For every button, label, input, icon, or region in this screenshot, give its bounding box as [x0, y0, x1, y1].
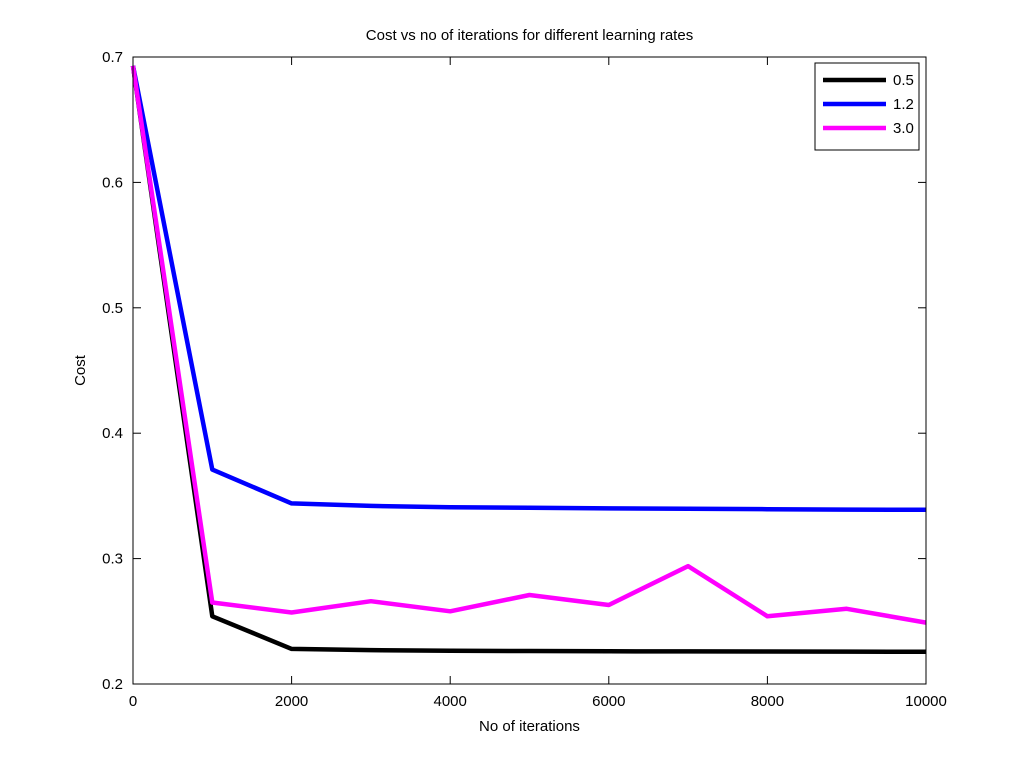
x-axis-label: No of iterations: [479, 718, 580, 735]
y-tick-label: 0.7: [102, 49, 123, 66]
y-tick-label: 0.2: [102, 676, 123, 693]
x-tick-label: 8000: [751, 693, 784, 710]
x-axis: 0 2000 4000 6000 8000 10000: [129, 57, 947, 710]
y-tick-label: 0.6: [102, 174, 123, 191]
x-tick-label: 0: [129, 693, 137, 710]
legend-label-0.5: 0.5: [893, 72, 914, 89]
y-axis: 0.2 0.3 0.4 0.5 0.6 0.7: [102, 49, 926, 693]
legend-label-3.0: 3.0: [893, 120, 914, 137]
x-tick-label: 4000: [434, 693, 467, 710]
x-tick-label: 2000: [275, 693, 308, 710]
x-tick-label: 6000: [592, 693, 625, 710]
series-line-1.2: [130, 65, 927, 513]
y-axis-label: Cost: [72, 354, 89, 386]
y-tick-label: 0.5: [102, 300, 123, 317]
x-tick-label: 10000: [905, 693, 947, 710]
plot-area: [133, 57, 926, 684]
series-line-3.0: [130, 65, 927, 625]
series-line-0.5: [130, 65, 927, 655]
legend-label-1.2: 1.2: [893, 96, 914, 113]
y-tick-label: 0.3: [102, 551, 123, 568]
series-group: [130, 65, 927, 655]
legend-box: [814, 62, 920, 151]
plot-frame: [132, 56, 927, 685]
legend: 0.5 1.2 3.0: [814, 62, 920, 151]
y-tick-label: 0.4: [102, 425, 123, 442]
chart-title: Cost vs no of iterations for different l…: [366, 27, 693, 44]
